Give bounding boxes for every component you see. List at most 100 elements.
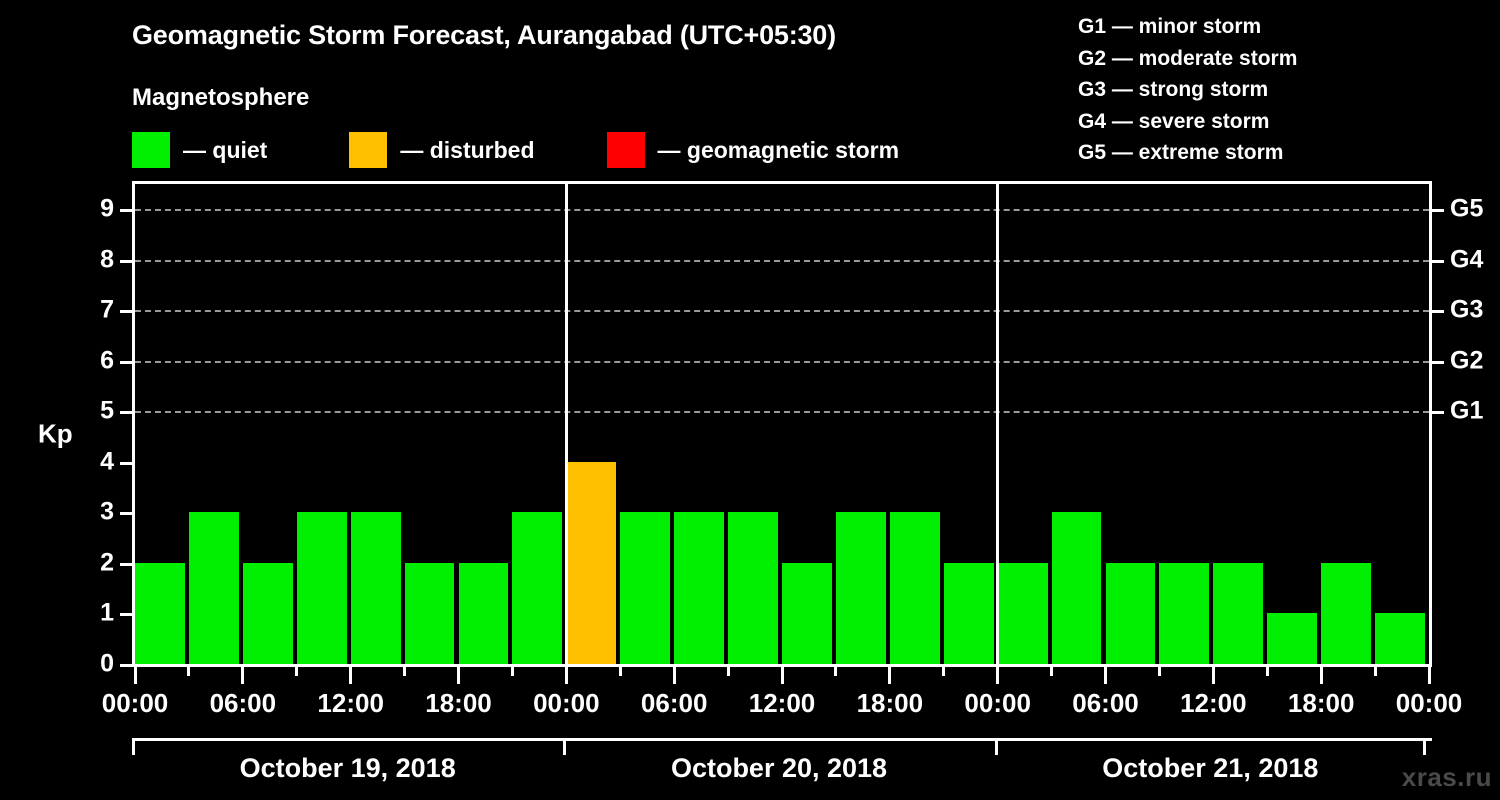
bar [782,562,832,664]
g-tick-label: G2 [1450,346,1484,375]
y-tick-label: 4 [100,447,114,476]
legend-label-disturbed: — disturbed [400,136,535,163]
day-bracket-tick [994,741,998,755]
day-label: October 19, 2018 [239,753,456,783]
x-tick-label: 00:00 [101,688,169,718]
bar [1213,562,1264,664]
y-tick-label: 5 [100,396,114,425]
plot-area [132,181,1432,667]
bar [1105,562,1156,664]
legend-item-quiet: — quiet [132,131,267,169]
g-tick [1432,411,1444,415]
legend-swatch-storm-icon [606,132,645,168]
gridline [135,209,1429,212]
y-tick [120,209,132,213]
g-tick-label: G3 [1450,295,1484,324]
g-scale-line-g4: G4 — severe storm [1078,109,1270,133]
x-tick-minor [1373,667,1377,676]
x-tick-minor [618,667,622,676]
y-tick [120,360,132,364]
day-separator [996,184,1000,664]
bar [997,562,1048,664]
plot-inner [135,184,1429,664]
gridline [135,310,1429,313]
x-tick-major [349,667,353,684]
x-tick-minor [834,667,838,676]
bar [404,562,455,664]
bar [889,512,940,664]
page-title: Geomagnetic Storm Forecast, Aurangabad (… [132,20,836,50]
y-tick-label: 2 [100,548,114,577]
g-scale-line-g2: G2 — moderate storm [1078,46,1298,70]
x-tick-label: 00:00 [1395,688,1463,718]
bar [1159,562,1210,664]
y-tick-label: 1 [100,598,114,627]
g-tick [1432,259,1444,263]
x-tick-minor [403,667,407,676]
x-tick-label: 18:00 [856,688,924,718]
bar [1267,613,1318,664]
gridline [135,360,1429,363]
g-scale-line-g1: G1 — minor storm [1078,15,1262,38]
g-scale-line-g5: G5 — extreme storm [1078,141,1284,164]
y-tick [120,562,132,566]
x-tick-label: 06:00 [640,688,708,718]
g-scale-legend: G1 — minor storm G2 — moderate storm G3 … [1078,11,1297,169]
y-tick [120,411,132,415]
bar [566,461,617,664]
bar [512,512,563,664]
bar [1051,512,1102,664]
g-tick [1432,209,1444,213]
x-tick-major [888,667,892,684]
day-bracket-tick [563,741,567,755]
y-tick [120,259,132,263]
x-tick-major [1427,667,1431,684]
y-tick-label: 7 [100,295,114,324]
gridline [135,259,1429,262]
x-tick-label: 00:00 [533,688,600,718]
g-tick-label: G4 [1450,245,1484,274]
y-tick [120,613,132,617]
x-tick-major [1319,667,1323,684]
g-scale-line-g3: G3 — strong storm [1078,78,1269,101]
y-tick-label: 3 [100,497,114,526]
x-tick-minor [726,667,730,676]
g-tick [1432,360,1444,364]
g-tick-label: G1 [1450,396,1484,425]
x-tick-label: 18:00 [425,688,492,718]
legend-label-quiet: — quiet [183,136,268,163]
x-tick-minor [510,667,514,676]
bar [620,512,671,664]
y-axis-title: Kp [38,418,73,449]
legend-item-disturbed: — disturbed [349,131,535,169]
y-tick [120,512,132,516]
bar [943,562,994,664]
x-tick-major [241,667,245,684]
y-tick-label: 0 [100,649,114,678]
legend-heading: Magnetosphere [132,84,310,111]
x-tick-label: 18:00 [1287,688,1355,718]
day-bracket [132,738,1432,755]
x-tick-major [564,667,568,684]
bar [674,512,725,664]
x-tick-label: 12:00 [1180,688,1247,718]
bar [458,562,509,664]
x-tick-label: 06:00 [1072,688,1139,718]
bar [188,512,239,664]
day-separator [564,184,568,664]
y-tick [120,310,132,314]
bar [835,512,886,664]
bar-series [135,184,1429,664]
y-tick-label: 9 [100,194,114,223]
x-tick-minor [187,667,191,676]
day-label: October 21, 2018 [1102,753,1319,783]
x-tick-major [672,667,676,684]
x-tick-label: 00:00 [964,688,1031,718]
gridline [135,411,1429,414]
day-label: October 20, 2018 [670,753,888,783]
y-tick-label: 8 [100,245,114,274]
x-tick-major [457,667,460,684]
legend-swatch-disturbed-icon [349,132,388,168]
x-tick-label: 06:00 [209,688,277,718]
